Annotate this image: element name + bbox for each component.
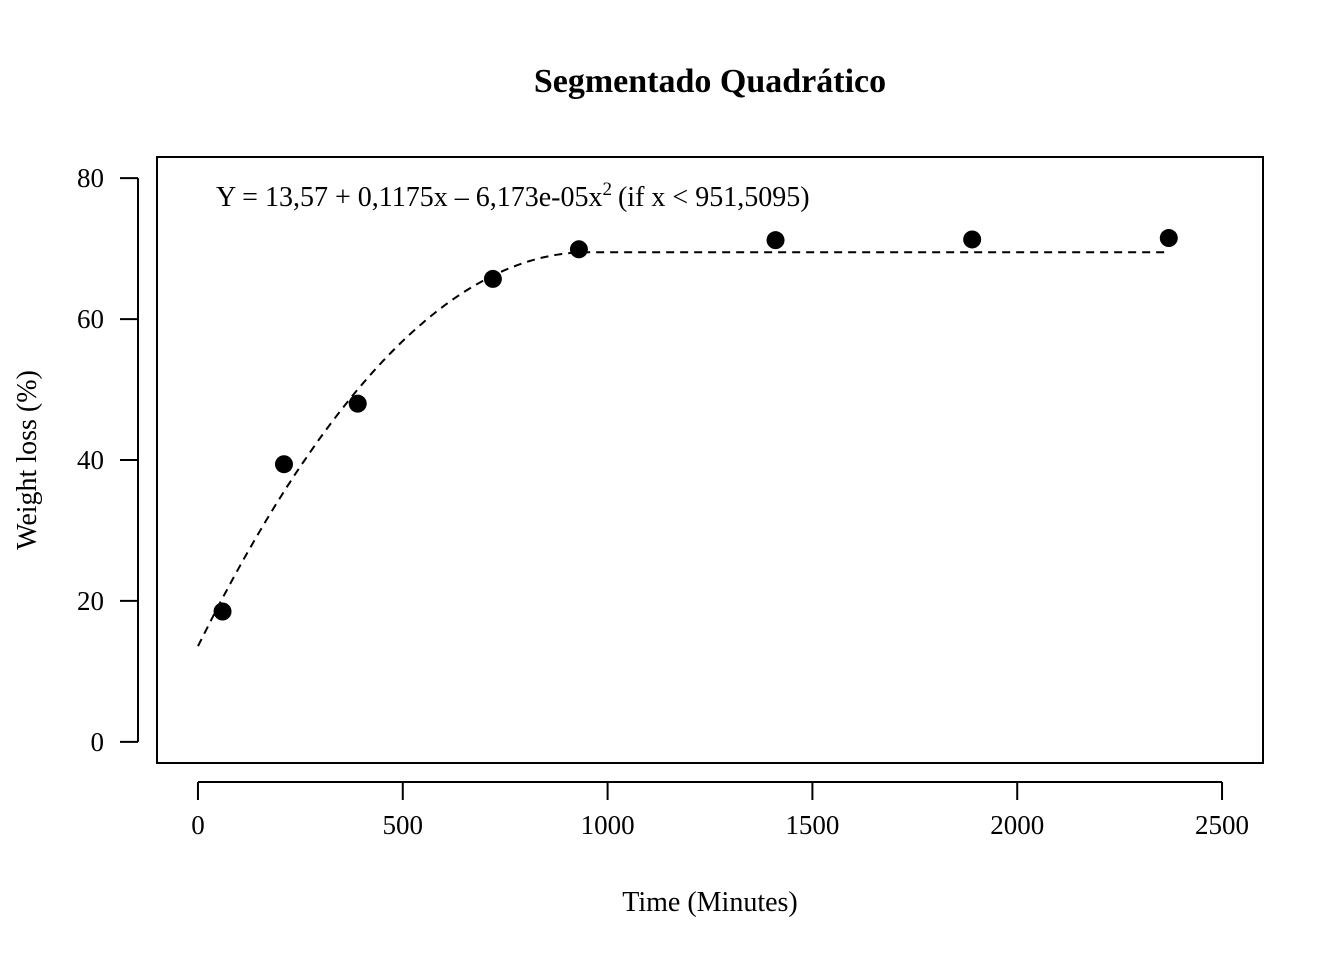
x-tick-label: 1000 [581, 810, 635, 840]
y-tick-label: 20 [77, 586, 104, 616]
equation-annotation: Y = 13,57 + 0,1175x – 6,173e-05x2 (if x <… [216, 179, 810, 213]
y-tick-label: 60 [77, 304, 104, 334]
chart-title: Segmentado Quadrático [534, 63, 886, 100]
x-axis-label: Time (Minutes) [622, 887, 798, 918]
y-tick-label: 40 [77, 445, 104, 475]
data-point [766, 231, 785, 250]
equation-condition: (if x < 951,5095) [618, 182, 810, 213]
data-point [963, 230, 982, 249]
fit-curve [197, 251, 1169, 647]
data-point [483, 269, 502, 288]
y-axis: 0 20 40 60 80 [77, 163, 139, 757]
y-tick-label: 0 [91, 727, 105, 757]
y-tick-label: 80 [77, 163, 104, 193]
fit-curve-layer [197, 251, 1169, 647]
x-axis: 0 500 1000 1500 2000 2500 [191, 781, 1249, 840]
data-point [569, 240, 588, 259]
equation-text: Y = 13,57 + 0,1175x – 6,173e-05x [216, 182, 602, 213]
x-tick-label: 0 [191, 810, 205, 840]
x-tick-label: 2000 [990, 810, 1044, 840]
data-point [1159, 229, 1178, 248]
y-axis-label: Weight loss (%) [12, 370, 43, 550]
data-point [213, 602, 232, 621]
data-points-layer [213, 229, 1178, 621]
data-point [348, 394, 367, 413]
data-point [274, 455, 293, 474]
x-tick-label: 1500 [785, 810, 839, 840]
plot-frame [156, 156, 1264, 764]
x-tick-label: 2500 [1195, 810, 1249, 840]
equation-exponent: 2 [602, 179, 612, 200]
x-tick-label: 500 [383, 810, 424, 840]
